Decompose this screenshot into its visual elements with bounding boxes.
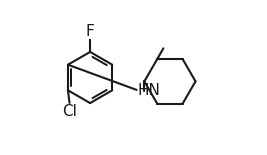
Text: F: F — [86, 24, 95, 39]
Text: Cl: Cl — [62, 104, 77, 119]
Text: HN: HN — [138, 83, 160, 98]
